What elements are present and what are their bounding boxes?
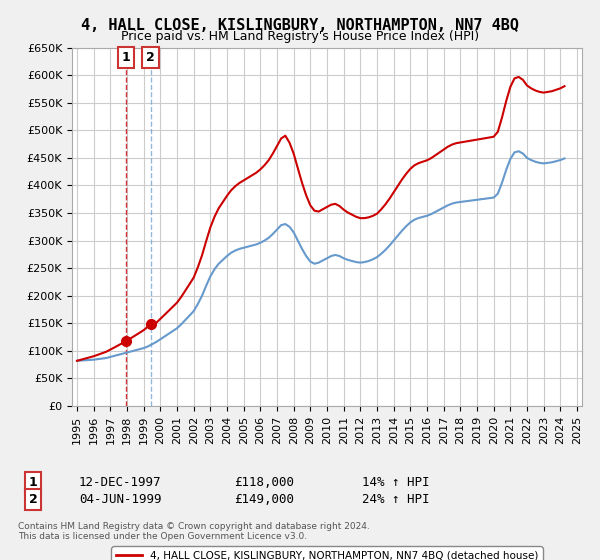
Text: 1: 1 — [122, 51, 131, 64]
Text: 1: 1 — [29, 476, 37, 489]
Text: 04-JUN-1999: 04-JUN-1999 — [79, 493, 161, 506]
Text: 2: 2 — [29, 493, 37, 506]
Text: 2: 2 — [146, 51, 155, 64]
Legend: 4, HALL CLOSE, KISLINGBURY, NORTHAMPTON, NN7 4BQ (detached house), HPI: Average : 4, HALL CLOSE, KISLINGBURY, NORTHAMPTON,… — [112, 547, 542, 560]
Text: 12-DEC-1997: 12-DEC-1997 — [79, 476, 161, 489]
Text: Price paid vs. HM Land Registry's House Price Index (HPI): Price paid vs. HM Land Registry's House … — [121, 30, 479, 43]
Text: 4, HALL CLOSE, KISLINGBURY, NORTHAMPTON, NN7 4BQ: 4, HALL CLOSE, KISLINGBURY, NORTHAMPTON,… — [81, 18, 519, 33]
Text: 14% ↑ HPI: 14% ↑ HPI — [362, 476, 430, 489]
Text: 24% ↑ HPI: 24% ↑ HPI — [362, 493, 430, 506]
Text: Contains HM Land Registry data © Crown copyright and database right 2024.
This d: Contains HM Land Registry data © Crown c… — [18, 522, 370, 542]
Text: £118,000: £118,000 — [234, 476, 294, 489]
Text: £149,000: £149,000 — [234, 493, 294, 506]
